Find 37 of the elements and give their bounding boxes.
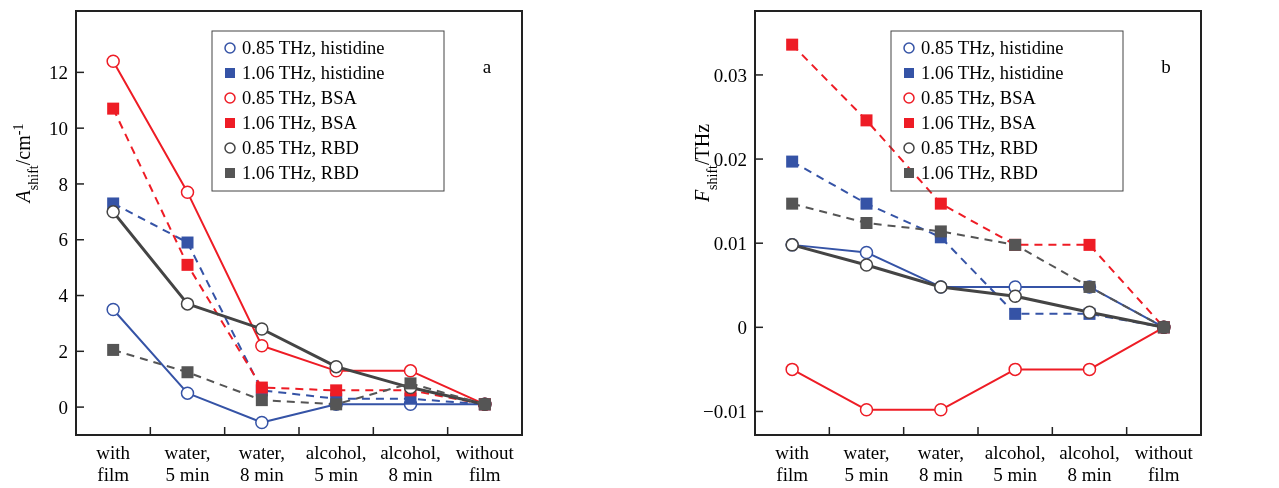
y-tick-label: 6 xyxy=(58,229,68,251)
legend-label: 0.85 THz, RBD xyxy=(242,138,359,159)
legend-label: 1.06 THz, BSA xyxy=(921,113,1037,134)
legend-label: 0.85 THz, histidine xyxy=(921,38,1064,59)
legend-label: 1.06 THz, histidine xyxy=(242,63,385,84)
x-tick-label: water, 5 min xyxy=(164,442,211,485)
x-tick-label: without film xyxy=(1134,442,1194,485)
y-tick-label: 0.01 xyxy=(713,232,747,254)
x-tick-label: alcohol, 8 min xyxy=(380,442,441,485)
x-tick-label: alcohol, 5 min xyxy=(984,442,1046,485)
annotation: a xyxy=(482,56,492,77)
x-tick-label: alcohol, 5 min xyxy=(305,442,367,485)
y-tick-label: −0.01 xyxy=(703,401,747,423)
x-tick-label: water, 8 min xyxy=(238,442,285,485)
legend-label: 1.06 THz, BSA xyxy=(242,113,358,134)
legend-label: 1.06 THz, RBD xyxy=(242,163,359,184)
x-tick-label: water, 5 min xyxy=(843,442,890,485)
y-tick-label: 0 xyxy=(58,396,68,418)
y-tick-label: 0 xyxy=(737,316,747,338)
legend-label: 1.06 THz, histidine xyxy=(921,63,1064,84)
legend-label: 0.85 THz, histidine xyxy=(242,38,385,59)
x-tick-label: water, 8 min xyxy=(917,442,964,485)
legend-label: 0.85 THz, BSA xyxy=(242,88,358,109)
annotation: b xyxy=(1161,56,1171,77)
x-tick-label: with film xyxy=(775,442,810,485)
x-tick-label: with film xyxy=(96,442,131,485)
x-tick-label: alcohol, 8 min xyxy=(1059,442,1120,485)
legend-label: 1.06 THz, RBD xyxy=(921,163,1038,184)
x-tick-label: without film xyxy=(455,442,515,485)
y-tick-label: 2 xyxy=(58,340,68,362)
y-tick-label: 4 xyxy=(58,285,69,307)
y-tick-label: 10 xyxy=(49,117,68,139)
y-tick-label: 8 xyxy=(58,173,68,195)
legend-label: 0.85 THz, RBD xyxy=(921,138,1038,159)
y-tick-label: 0.03 xyxy=(713,64,747,86)
y-tick-label: 12 xyxy=(49,62,68,84)
legend-label: 0.85 THz, BSA xyxy=(921,88,1037,109)
